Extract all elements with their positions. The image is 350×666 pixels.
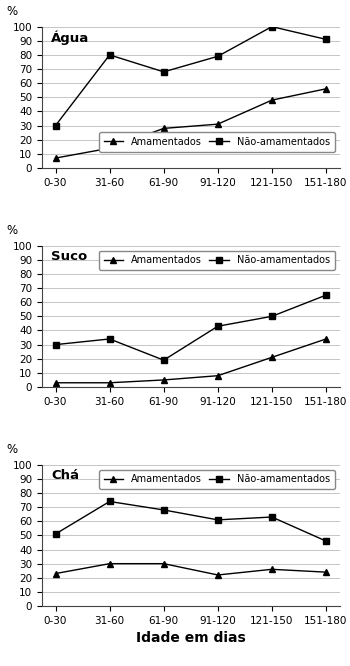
Text: %: % xyxy=(7,224,18,237)
Text: Água: Água xyxy=(51,31,89,45)
Text: Chá: Chá xyxy=(51,469,79,482)
Text: %: % xyxy=(7,5,18,18)
Legend: Amamentados, Não-amamentados: Amamentados, Não-amamentados xyxy=(99,132,335,152)
Text: %: % xyxy=(7,444,18,456)
X-axis label: Idade em dias: Idade em dias xyxy=(136,631,246,645)
Text: Suco: Suco xyxy=(51,250,87,263)
Legend: Amamentados, Não-amamentados: Amamentados, Não-amamentados xyxy=(99,250,335,270)
Legend: Amamentados, Não-amamentados: Amamentados, Não-amamentados xyxy=(99,470,335,490)
